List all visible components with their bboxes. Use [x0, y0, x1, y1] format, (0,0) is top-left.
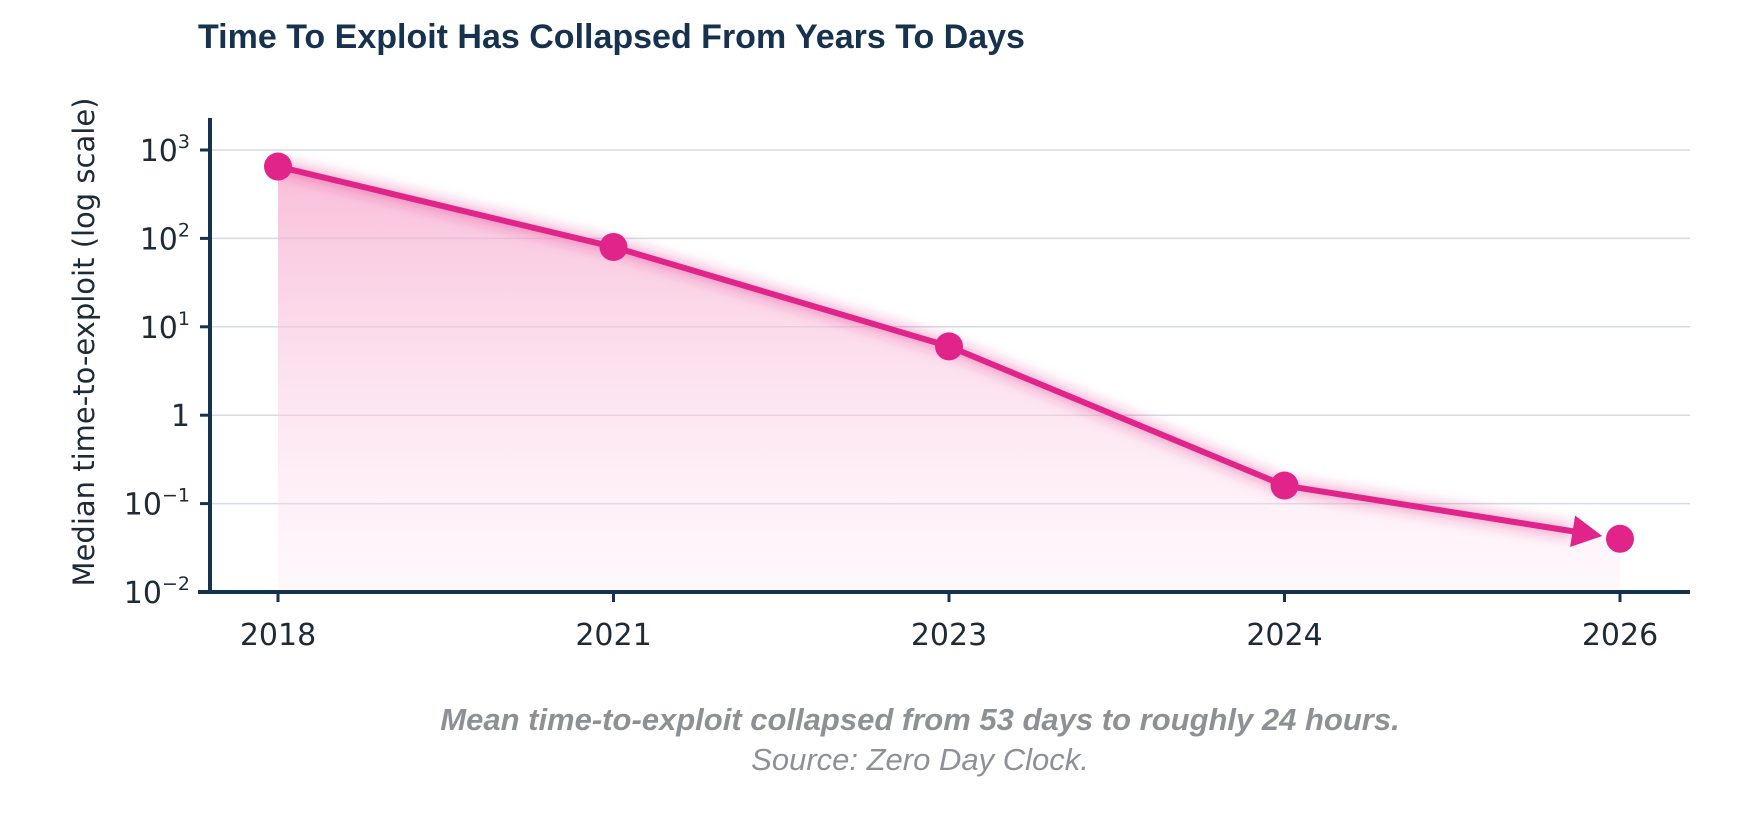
x-tick-label: 2024	[1246, 618, 1322, 653]
y-tick-label: 101	[140, 308, 190, 346]
x-tick-labels: 2018 2021 2023 2024 2026	[240, 618, 1658, 653]
chart-caption: Mean time-to-exploit collapsed from 53 d…	[440, 702, 1400, 737]
data-point	[1270, 471, 1299, 500]
y-tick-label: 1	[171, 399, 190, 434]
x-tick-label: 2026	[1582, 618, 1658, 653]
y-tick-label: 103	[140, 131, 190, 169]
y-tick-label: 10−1	[124, 485, 190, 523]
area-fill-path	[278, 166, 1620, 592]
arrowhead	[1570, 515, 1603, 548]
y-axis-title: Median time-to-exploit (log scale)	[67, 98, 101, 587]
x-tick-label: 2023	[911, 618, 987, 653]
data-point	[599, 232, 628, 261]
chart-source: Source: Zero Day Clock.	[751, 742, 1089, 777]
data-point	[1606, 524, 1634, 553]
y-tick-label: 10−2	[124, 573, 190, 611]
data-markers	[264, 152, 1634, 553]
y-tick-labels: 10−2 10−1 1 101 102 103	[124, 131, 190, 611]
y-tick-label: 102	[140, 219, 190, 257]
x-tick-label: 2021	[575, 618, 651, 653]
axes	[198, 118, 1690, 602]
chart-title: Time To Exploit Has Collapsed From Years…	[198, 18, 1025, 56]
data-point	[264, 152, 292, 181]
data-point	[935, 332, 963, 361]
x-tick-label: 2018	[240, 618, 316, 653]
area-fill	[278, 166, 1620, 592]
